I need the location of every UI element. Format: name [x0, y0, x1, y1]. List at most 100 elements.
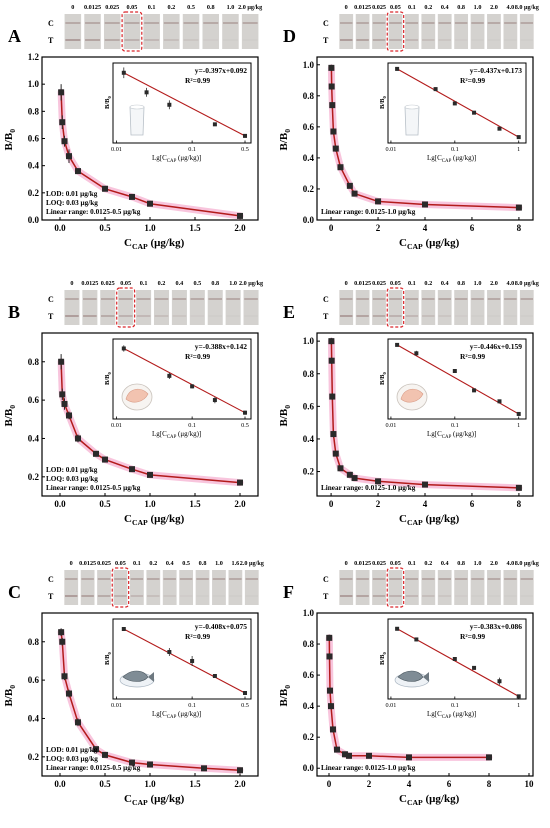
- strip-label: 0.4: [441, 4, 449, 11]
- data-point: [147, 200, 153, 207]
- milk-surface-icon: [129, 104, 145, 110]
- strip-row-label-c: C: [323, 19, 329, 28]
- strip-label: 0.8: [457, 560, 465, 567]
- strip-label: 8.0 μg/kg: [515, 280, 540, 287]
- data-point: [329, 393, 336, 400]
- inset-y-axis-label: B/B0: [379, 372, 387, 385]
- data-point: [326, 653, 333, 660]
- inset-data-point: [516, 694, 521, 699]
- data-point: [422, 201, 428, 208]
- data-point: [486, 754, 492, 761]
- y-tick-label: 0.2: [303, 184, 315, 194]
- inset-x-axis-label: Lg[CCAP (μg/kg)]: [152, 154, 201, 164]
- data-point: [58, 89, 65, 96]
- data-point: [61, 673, 68, 680]
- panel-label: E: [283, 302, 295, 322]
- x-tick-label: 8: [517, 223, 522, 233]
- test-strip: [487, 14, 501, 49]
- inset-data-point: [121, 70, 126, 75]
- test-strip: [487, 570, 501, 605]
- inset-r2: R²=0.99: [460, 632, 485, 641]
- x-tick-label: 1.5: [189, 499, 201, 509]
- strip-label: 2.0: [490, 560, 498, 567]
- strip-label: 1.0: [474, 4, 482, 11]
- y-tick-label: 0.0: [303, 763, 315, 773]
- y-tick-label: 0.4: [303, 434, 315, 444]
- data-point: [342, 751, 348, 758]
- test-strip: [404, 570, 419, 605]
- strip-label: 0.0125: [354, 280, 371, 287]
- strip-label: 0.05: [127, 4, 138, 11]
- inset-x-tick-label: 0.01: [386, 702, 397, 709]
- data-point: [237, 767, 243, 774]
- strip-row-label-t: T: [48, 312, 54, 321]
- data-point: [66, 690, 72, 697]
- test-strip: [404, 290, 419, 325]
- strip-label: 0.8: [457, 280, 465, 287]
- data-point: [147, 471, 153, 478]
- highlight-box: [386, 567, 405, 608]
- data-point: [328, 357, 335, 364]
- data-point: [328, 338, 335, 345]
- inset-x-tick-label: 0.1: [188, 146, 196, 153]
- strip-label: 0: [70, 280, 73, 287]
- inset-data-point: [243, 691, 248, 695]
- test-strip: [470, 290, 485, 325]
- test-strip: [118, 290, 134, 325]
- strip-row-label-t: T: [48, 592, 54, 601]
- inset-data-point: [395, 66, 400, 71]
- x-tick-label: 1.0: [144, 223, 156, 233]
- strip-label: 0.2: [424, 560, 432, 567]
- inset-data-point: [395, 626, 400, 631]
- test-strip: [388, 570, 403, 605]
- y-tick-label: 0.6: [303, 401, 315, 411]
- inset-fit-line: [123, 347, 246, 414]
- strip-label: 2.0 μg/kg: [239, 280, 264, 287]
- inset-data-point: [190, 659, 195, 663]
- strip-label: 0.025: [101, 280, 115, 287]
- strip-label: 0.5: [187, 4, 195, 11]
- test-strip: [179, 570, 194, 605]
- y-tick-label: 0.4: [28, 713, 40, 723]
- data-point: [58, 358, 65, 365]
- test-strip: [470, 570, 485, 605]
- y-tick-label: 0.6: [303, 670, 315, 680]
- test-strip: [519, 14, 534, 49]
- inset-x-tick-label: 0.1: [451, 702, 459, 709]
- inset-equation: y=-0.437x+0.173: [470, 66, 523, 75]
- note-text: LOD: 0.01 μg/kg: [46, 466, 98, 474]
- x-tick-label: 6: [447, 779, 452, 789]
- test-strip: [189, 290, 205, 325]
- note-text: LOQ: 0.03 μg/kg: [46, 199, 98, 207]
- x-axis-label: CCAP (μg/kg): [399, 513, 460, 527]
- data-point: [346, 182, 353, 189]
- test-strip: [503, 290, 518, 325]
- data-point: [102, 751, 108, 758]
- highlight-box: [111, 567, 130, 608]
- strip-label: 0.025: [372, 560, 386, 567]
- inset-fit-line: [123, 628, 246, 694]
- data-point: [328, 703, 334, 710]
- y-tick-label: 0.8: [303, 639, 315, 649]
- inset-x-tick-label: 0.1: [188, 422, 196, 429]
- y-axis-label: B/B0: [278, 685, 292, 707]
- inset-data-point: [167, 102, 172, 107]
- data-point: [61, 138, 68, 145]
- inset-x-tick-label: 1: [517, 422, 520, 429]
- test-strip: [146, 570, 161, 605]
- inset-data-point: [472, 388, 477, 393]
- panel-label: C: [8, 582, 21, 602]
- data-point: [129, 759, 135, 766]
- inset-data-point: [212, 398, 217, 403]
- inset-data-point: [472, 110, 477, 115]
- x-tick-label: 0: [327, 779, 332, 789]
- data-point: [59, 638, 66, 645]
- strip-label: 0.025: [372, 4, 386, 11]
- test-strip: [519, 290, 534, 325]
- inset-y-axis-label: B/B0: [104, 372, 112, 385]
- x-tick-label: 1.5: [189, 223, 201, 233]
- y-tick-label: 0.8: [303, 369, 315, 379]
- panel-label: F: [283, 582, 294, 602]
- inset-data-point: [243, 133, 248, 138]
- inset-data-point: [190, 384, 195, 389]
